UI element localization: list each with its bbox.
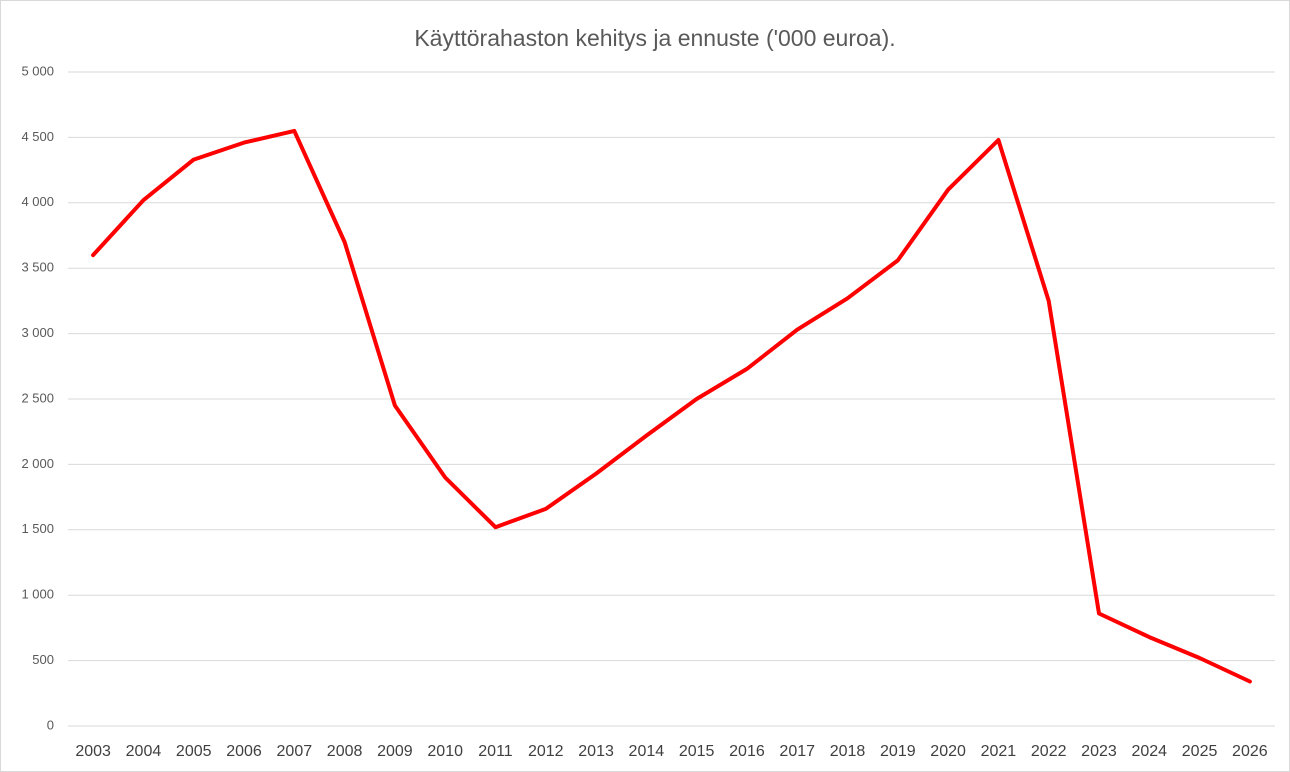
chart-title: Käyttörahaston kehitys ja ennuste ('000 … bbox=[414, 25, 895, 51]
y-tick-label: 2 500 bbox=[21, 390, 54, 405]
y-tick-label: 4 000 bbox=[21, 194, 54, 209]
x-tick-label: 2020 bbox=[930, 743, 966, 760]
x-tick-label: 2004 bbox=[126, 743, 162, 760]
x-tick-label: 2022 bbox=[1031, 743, 1067, 760]
x-tick-label: 2010 bbox=[427, 743, 463, 760]
x-tick-label: 2021 bbox=[981, 743, 1017, 760]
x-tick-label: 2016 bbox=[729, 743, 765, 760]
x-tick-label: 2014 bbox=[629, 743, 665, 760]
x-tick-label: 2009 bbox=[377, 743, 413, 760]
x-tick-label: 2003 bbox=[75, 743, 111, 760]
y-tick-label: 4 500 bbox=[21, 129, 54, 144]
y-tick-label: 500 bbox=[32, 652, 54, 667]
x-tick-label: 2023 bbox=[1081, 743, 1117, 760]
x-tick-label: 2008 bbox=[327, 743, 363, 760]
x-tick-label: 2012 bbox=[528, 743, 564, 760]
x-tick-label: 2007 bbox=[277, 743, 313, 760]
x-tick-label: 2017 bbox=[779, 743, 815, 760]
y-tick-label: 3 000 bbox=[21, 325, 54, 340]
y-tick-label: 5 000 bbox=[21, 63, 54, 78]
y-tick-label: 1 500 bbox=[21, 521, 54, 536]
x-tick-label: 2005 bbox=[176, 743, 212, 760]
x-tick-label: 2006 bbox=[226, 743, 262, 760]
x-tick-label: 2024 bbox=[1131, 743, 1167, 760]
x-tick-label: 2011 bbox=[478, 743, 513, 760]
x-tick-label: 2018 bbox=[830, 743, 866, 760]
y-tick-label: 1 000 bbox=[21, 587, 54, 602]
x-tick-label: 2025 bbox=[1182, 743, 1218, 760]
x-tick-label: 2015 bbox=[679, 743, 715, 760]
y-tick-label: 2 000 bbox=[21, 456, 54, 471]
line bbox=[91, 128, 1252, 684]
y-tick-label: 0 bbox=[47, 717, 54, 732]
x-tick-label: 2026 bbox=[1232, 743, 1268, 760]
x-tick-label: 2019 bbox=[880, 743, 916, 760]
x-tick-label: 2013 bbox=[578, 743, 614, 760]
y-tick-label: 3 500 bbox=[21, 260, 54, 275]
